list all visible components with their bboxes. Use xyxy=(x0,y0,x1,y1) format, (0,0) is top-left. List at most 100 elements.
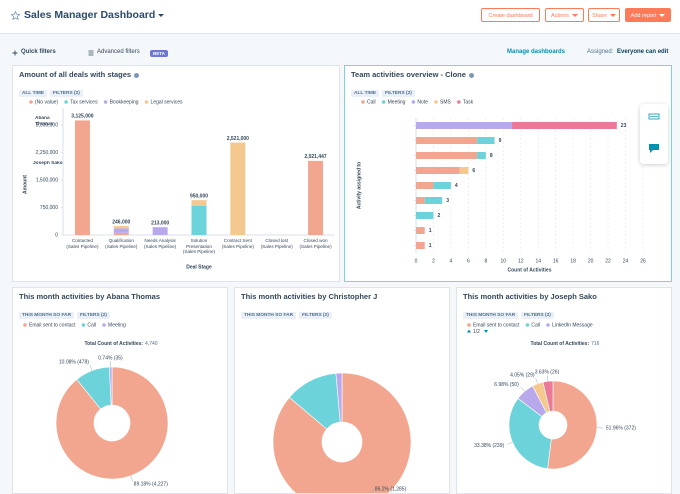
total-label: 246,000 xyxy=(112,219,130,225)
button-text: Create dashboard xyxy=(488,13,533,19)
legend-swatch xyxy=(525,323,530,327)
legend-label: SMS xyxy=(440,99,452,105)
tag[interactable]: THIS MONTH SO FAR xyxy=(241,312,297,319)
pager-up xyxy=(467,329,471,333)
slice-label: 3.63% (26) xyxy=(535,370,560,376)
manage-dashboards[interactable]: Manage dashboards xyxy=(507,49,566,55)
bar-segment xyxy=(152,227,168,235)
dashboard-title[interactable]: Sales Manager Dashboard xyxy=(24,9,165,21)
info-icon xyxy=(134,72,140,78)
tags: THIS MONTH SO FAR FILTERS (2) xyxy=(463,303,557,321)
legend-label: Meeting xyxy=(108,322,126,328)
caret xyxy=(609,14,616,18)
x-tick-label-box: Qualification (Sales Pipeline) xyxy=(105,238,138,249)
slice-label: 4.05% (29) xyxy=(510,373,535,379)
bar-segment xyxy=(459,167,469,174)
create-dashboard-button[interactable]: Create dashboard xyxy=(481,8,540,22)
leader-line xyxy=(506,441,513,445)
slice-label: 51.96% (372) xyxy=(606,426,636,432)
total-count-value: 4,740 xyxy=(145,341,158,347)
x-tick-label: Contacted (Sales Pipeline) xyxy=(66,238,99,249)
annotation-box: Joseph Sako xyxy=(33,161,63,166)
x-tick-label-box: Closed won (Sales Pipeline) xyxy=(299,238,332,249)
total-count-label: Total Count of Activities: xyxy=(84,341,143,347)
quick-filters[interactable]: Quick filters xyxy=(21,49,56,55)
bar-segment xyxy=(308,160,324,235)
x-tick-label: 26 xyxy=(640,258,646,264)
slice-label: 86.2% (1,285) xyxy=(375,486,407,492)
advanced-filters[interactable]: Advanced filters xyxy=(97,49,140,55)
x-tick-label: Closed won (Sales Pipeline) xyxy=(299,238,332,249)
plus-icon xyxy=(12,50,18,56)
bar-segment xyxy=(416,152,478,159)
legend-swatch xyxy=(23,323,27,327)
x-tick-label: 22 xyxy=(605,258,611,264)
widget: Email sent to contact Call LinkedIn Messag… xyxy=(456,287,672,494)
widget-title[interactable]: This month activities by Christopher J xyxy=(241,292,378,301)
y-axis-title: Amount xyxy=(22,175,28,194)
total-label: 3,125,000 xyxy=(71,114,93,120)
bar-segment xyxy=(424,197,443,204)
total-count: Total Count of Activities: 716 xyxy=(531,341,600,347)
legend-label: Meeting xyxy=(388,99,406,105)
donut-slice xyxy=(272,372,412,493)
bar-segment xyxy=(113,225,129,229)
tag[interactable]: FILTERS (2) xyxy=(382,90,415,97)
annotation: Abana Thomas xyxy=(35,116,54,127)
widget-title[interactable]: Amount of all deals with stages xyxy=(19,70,132,79)
side-icons[interactable] xyxy=(640,104,668,164)
x-tick-label-box: Solution Presentation (Sales Pipeline) xyxy=(183,238,215,254)
total-label: 23 xyxy=(621,123,627,129)
bar-segment xyxy=(191,200,207,206)
caret xyxy=(659,14,666,18)
legend-label: Call xyxy=(531,322,540,328)
leader-line xyxy=(130,475,133,482)
legend-swatch xyxy=(103,100,108,104)
pager-down xyxy=(484,330,488,333)
tag[interactable]: FILTERS (2) xyxy=(299,312,332,319)
add-report-button[interactable]: Add report xyxy=(625,8,671,22)
caret xyxy=(158,13,165,17)
bar-segment xyxy=(74,120,90,235)
x-tick-label: 10 xyxy=(501,258,507,264)
x-tick-label: Closed lost (Sales Pipeline) xyxy=(260,238,293,249)
bar-segment xyxy=(113,228,129,233)
x-tick-label: Contract Sent (Sales Pipeline) xyxy=(221,238,254,249)
tag[interactable]: ALL TIME xyxy=(351,90,380,97)
x-tick-label: 0 xyxy=(415,258,418,264)
header: Sales Manager Dashboard Create dashboard… xyxy=(0,0,680,34)
widget-title[interactable]: This month activities by Abana Thomas xyxy=(19,292,160,301)
total-label: 2 xyxy=(437,213,440,219)
total-count: Total Count of Activities: 4,740 xyxy=(84,341,157,347)
tag[interactable]: FILTERS (2) xyxy=(521,312,554,319)
x-tick-label: 6 xyxy=(467,258,470,264)
x-axis-title: Count of Activities xyxy=(508,267,552,273)
total-count-value: 716 xyxy=(591,341,600,347)
widget-title[interactable]: Team activities overview - Clone xyxy=(351,70,466,79)
legend-swatch xyxy=(457,100,461,104)
y-tick-label: 1,500,000 xyxy=(36,177,58,183)
actions-button[interactable]: Actions xyxy=(545,8,584,22)
assigned-value[interactable]: Everyone can edit xyxy=(617,49,669,55)
widget-title[interactable]: This month activities by Joseph Sako xyxy=(463,292,597,301)
legend-swatch xyxy=(361,100,365,104)
bar-segment xyxy=(191,205,207,235)
tag[interactable]: FILTERS (2) xyxy=(50,90,83,97)
legend-label: Email sent to contact xyxy=(473,322,520,328)
button-text: Add report xyxy=(630,13,657,19)
y-tick-label: 0 xyxy=(55,232,58,238)
tag[interactable]: THIS MONTH SO FAR xyxy=(19,312,75,319)
widget-header: This month activities by Abana Thomas xyxy=(19,292,160,301)
bar-segment xyxy=(416,197,425,204)
x-tick-label: 4 xyxy=(450,258,453,264)
total-label: 950,000 xyxy=(190,193,208,199)
widget: Email sent to contact Call Meeting Total Co… xyxy=(12,287,228,494)
legend-label: Legal services xyxy=(151,99,183,105)
tag[interactable]: ALL TIME xyxy=(19,90,48,97)
tag[interactable]: FILTERS (2) xyxy=(77,312,110,319)
favorite-star[interactable] xyxy=(11,11,20,20)
share-button[interactable]: Share xyxy=(588,8,620,22)
pager-label: 1/2 xyxy=(473,329,480,335)
tag[interactable]: THIS MONTH SO FAR xyxy=(463,312,519,319)
x-tick-label: Qualification (Sales Pipeline) xyxy=(105,238,138,249)
